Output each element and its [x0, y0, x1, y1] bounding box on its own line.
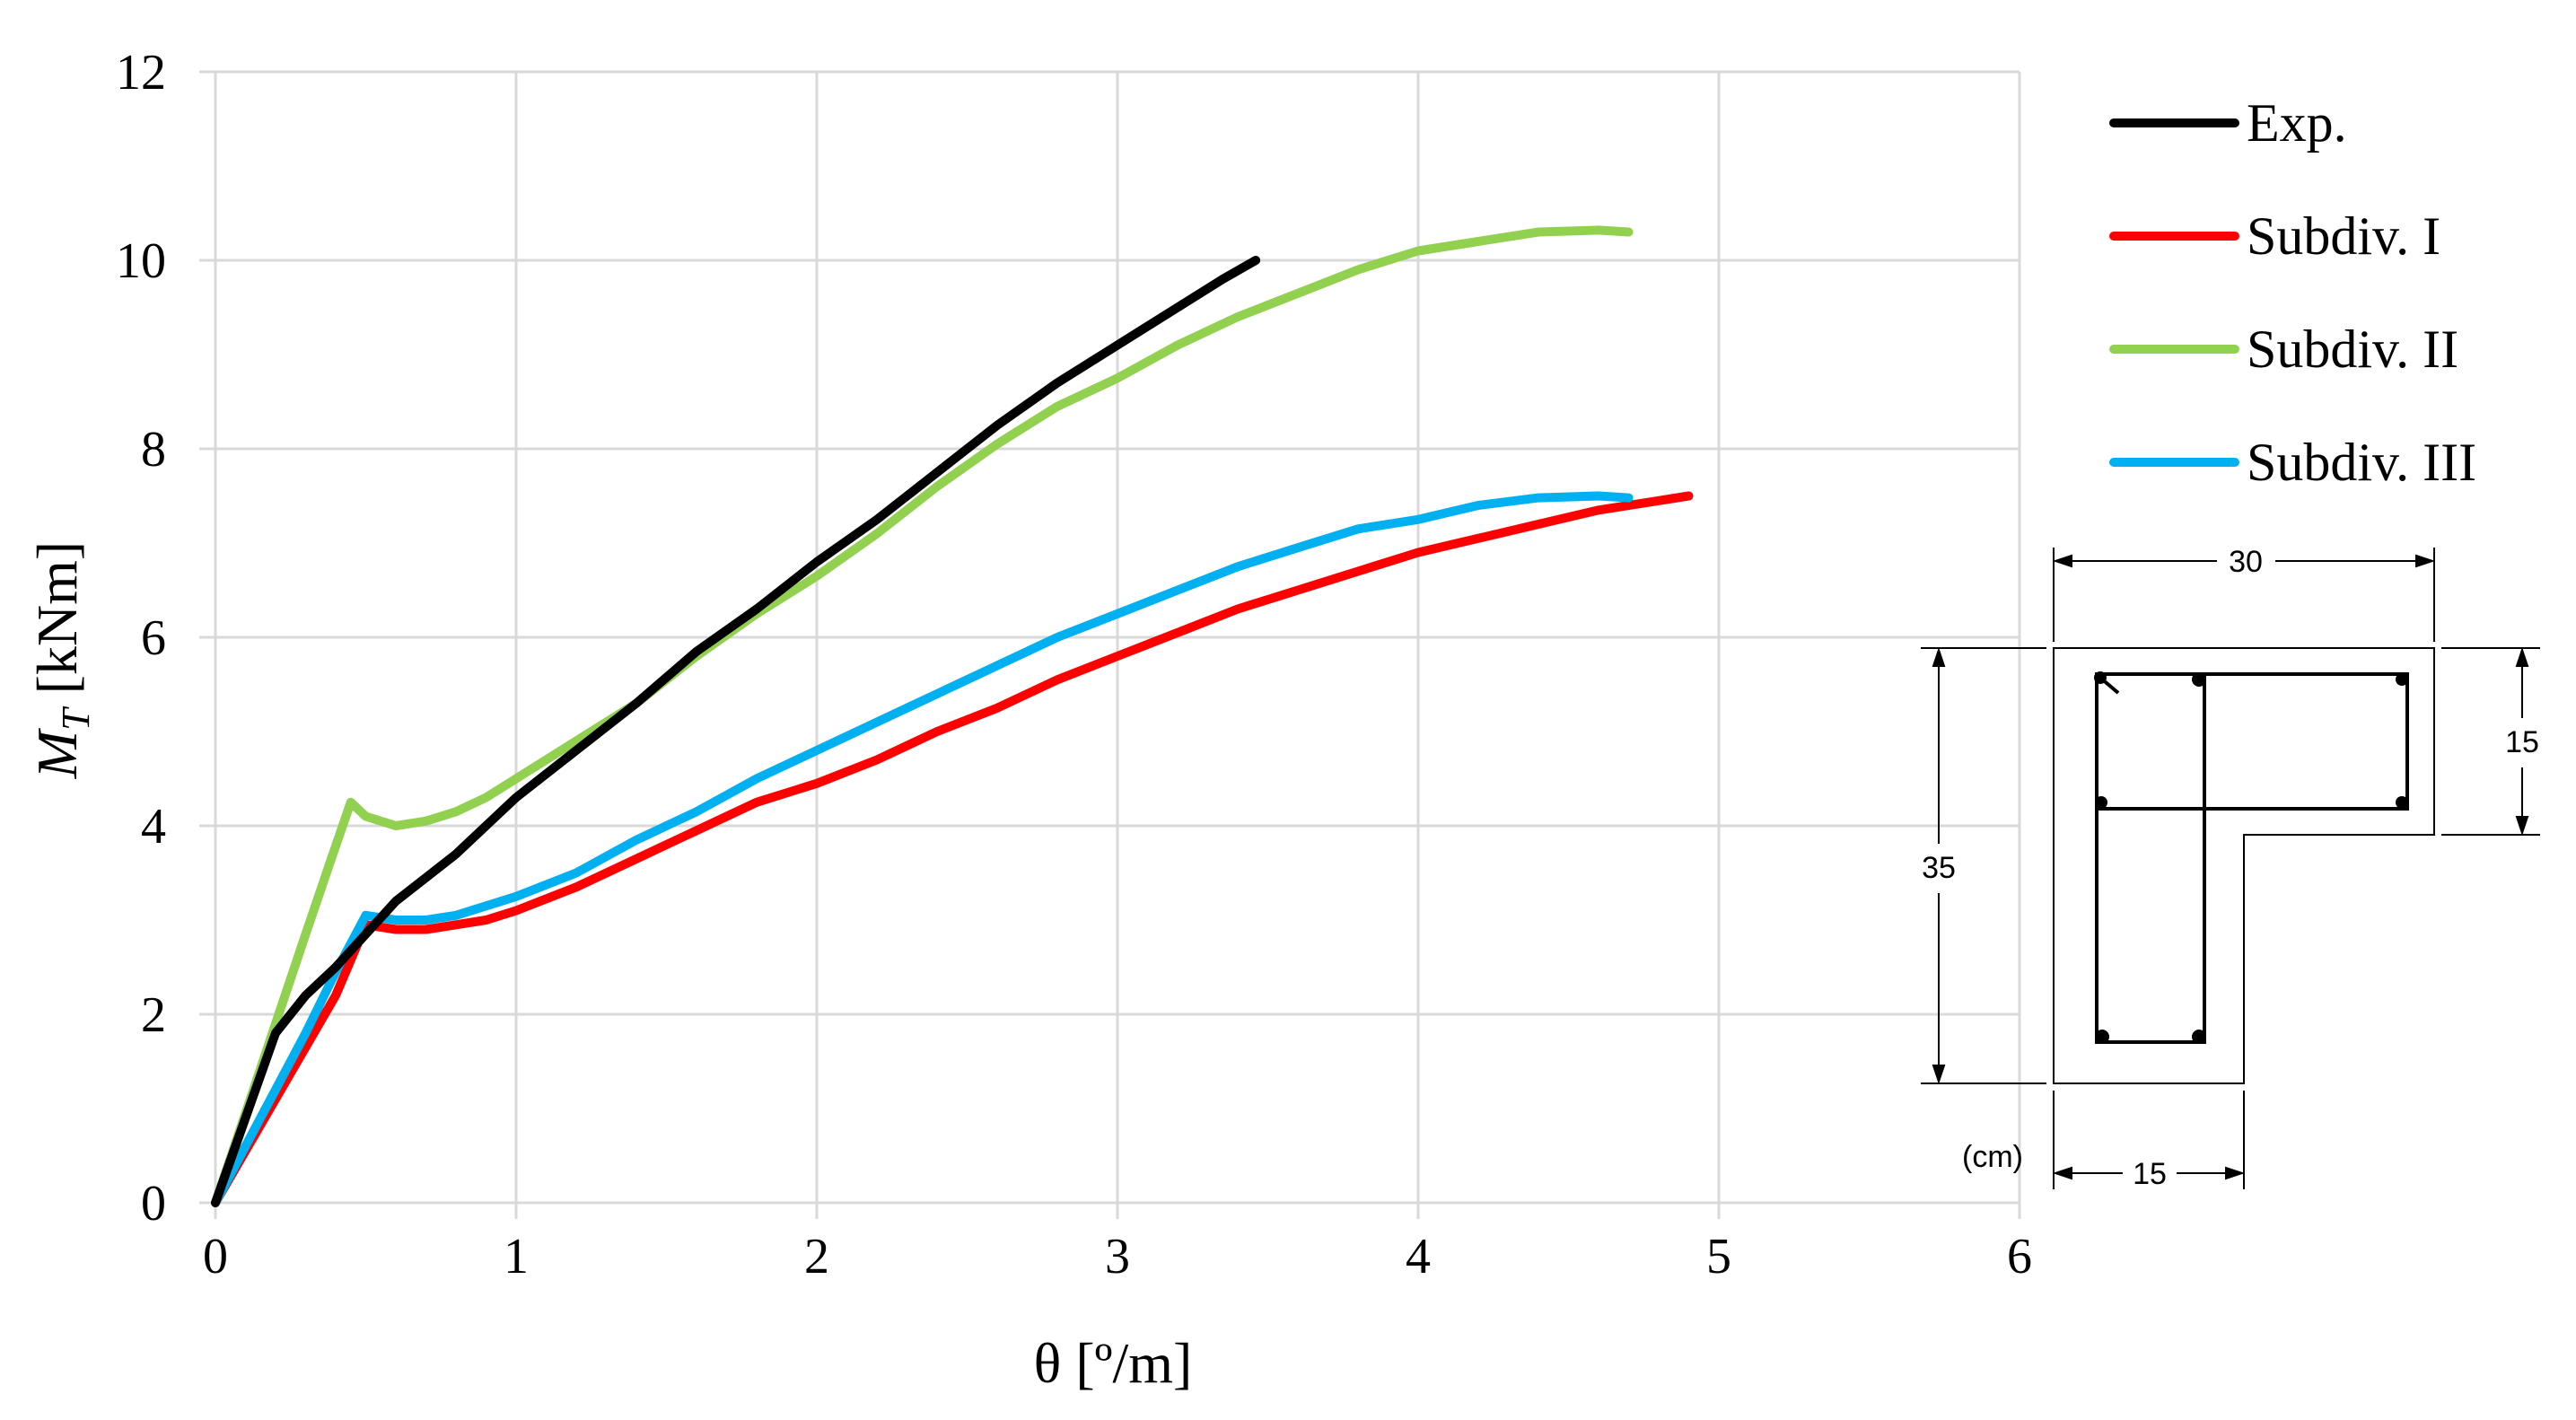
rebar	[2094, 671, 2107, 684]
rebar	[2095, 796, 2107, 809]
x-tick-label: 2	[804, 1229, 829, 1284]
dimension-left	[1921, 646, 2046, 1085]
stirrup-web	[2095, 672, 2206, 1044]
series-layer	[211, 225, 1694, 1207]
y-tick-label: 8	[141, 422, 166, 478]
rebar	[2396, 673, 2408, 686]
dim-top-label: 30	[2229, 545, 2263, 579]
x-tick-label: 0	[203, 1229, 228, 1284]
x-axis-label: θ [º/m]	[1034, 1331, 1193, 1395]
y-axis-label: MT [kNm]	[25, 541, 98, 779]
y-tick-label: 10	[116, 233, 166, 289]
y-tick-label: 6	[141, 610, 166, 666]
series-line-subdiv-i	[211, 491, 1694, 1207]
y-tick-label: 4	[141, 799, 166, 855]
dim-left-label: 35	[1922, 851, 1956, 885]
stirrup-flange	[2095, 672, 2409, 811]
y-axis-label-rest: [kNm]	[25, 541, 89, 709]
rebar	[2192, 1030, 2206, 1044]
legend-label-subdiv-iii: Subdiv. III	[2247, 433, 2476, 492]
series-line-subdiv-iii	[211, 491, 1634, 1207]
x-tick-label: 6	[2007, 1229, 2032, 1284]
units-label: (cm)	[1962, 1140, 2023, 1174]
dim-bottom-label: 15	[2133, 1157, 2167, 1191]
rebar	[2192, 672, 2206, 687]
dimension-right	[2441, 646, 2540, 837]
legend-label-exp: Exp.	[2247, 93, 2347, 153]
rebars	[2094, 671, 2408, 1044]
dimension-bottom	[2052, 1091, 2246, 1189]
x-tick-label: 1	[504, 1229, 529, 1284]
dim-right-label: 15	[2505, 725, 2539, 759]
y-tick-label: 0	[141, 1176, 166, 1232]
rebar	[2396, 796, 2408, 809]
cross-section-drawing: 30 15 35 15	[1921, 545, 2540, 1191]
x-tick-label: 5	[1706, 1229, 1731, 1284]
legend-label-subdiv-ii: Subdiv. II	[2247, 320, 2458, 379]
legend: Exp. Subdiv. I Subdiv. II Subdiv. III	[2109, 93, 2476, 492]
legend-label-subdiv-i: Subdiv. I	[2247, 206, 2440, 266]
x-tick-label: 3	[1105, 1229, 1130, 1284]
y-axis-label-sub: T	[54, 706, 98, 731]
x-tick-label: 4	[1406, 1229, 1431, 1284]
dimension-top	[2052, 548, 2436, 642]
grid-layer	[215, 70, 2021, 1203]
section-outline	[2053, 647, 2435, 1084]
series-line-exp	[211, 256, 1261, 1207]
y-tick-label: 2	[141, 987, 166, 1043]
y-tick-label: 12	[116, 45, 166, 101]
rebar	[2095, 1030, 2109, 1044]
y-axis-label-main: M	[25, 727, 89, 779]
series-line-subdiv-ii	[211, 225, 1634, 1207]
